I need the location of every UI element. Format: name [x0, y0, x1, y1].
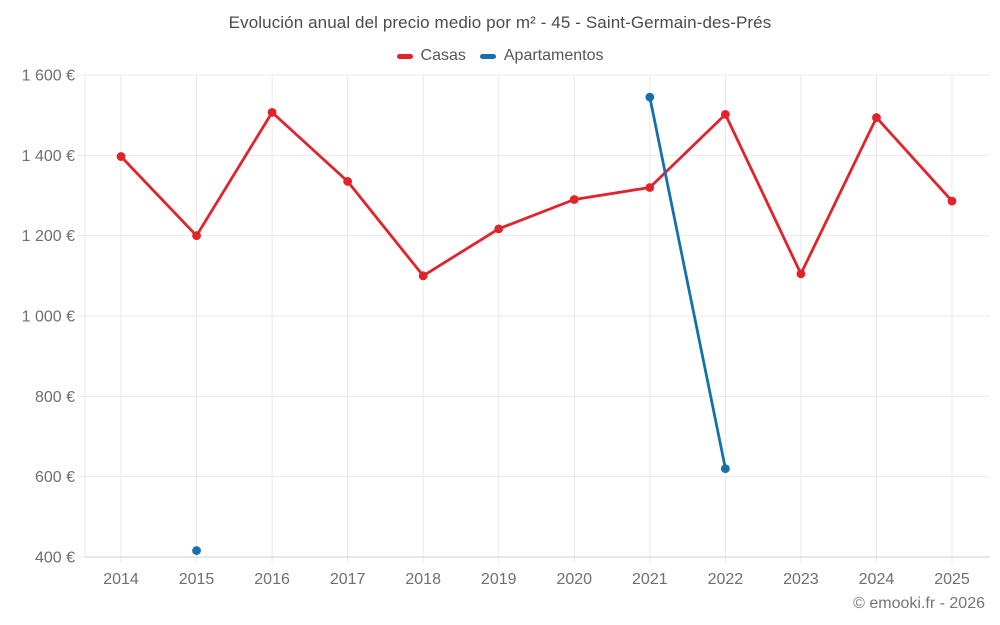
point-casas-2017[interactable]	[343, 177, 353, 186]
y-axis-tick-label: 600 €	[35, 469, 75, 486]
point-casas-2019[interactable]	[494, 224, 504, 234]
x-axis-tick-label: 2015	[179, 571, 215, 588]
series-line-casas	[119, 111, 954, 278]
point-casas-2020[interactable]	[569, 195, 579, 204]
chart-title: Evolución anual del precio medio por m² …	[228, 13, 772, 32]
x-axis-tick-label: 2025	[934, 571, 970, 588]
point-casas-2015[interactable]	[192, 231, 201, 241]
x-axis-tick-label: 2019	[481, 571, 517, 588]
x-axis-tick-label: 2024	[859, 571, 895, 588]
x-axis-tick-label: 2023	[783, 571, 819, 588]
point-casas-2014[interactable]	[116, 152, 126, 161]
chart-legend: Casas Apartamentos	[0, 47, 1000, 65]
x-axis-tick-label: 2016	[254, 571, 290, 588]
copyright-text: © emooki.fr - 2026	[853, 595, 985, 612]
y-axis-tick-label: 800 €	[35, 389, 75, 406]
point-casas-2018[interactable]	[418, 271, 428, 281]
legend-label-casas: Casas	[420, 47, 466, 64]
legend-swatch-casas-icon	[396, 53, 413, 59]
y-axis-tick-label: 1 000 €	[22, 309, 75, 326]
point-casas-2024[interactable]	[872, 113, 881, 122]
point-casas-2023[interactable]	[796, 269, 806, 279]
y-axis-tick-label: 1 600 €	[22, 68, 75, 85]
x-axis-tick-label: 2020	[556, 571, 592, 588]
point-casas-2016[interactable]	[267, 107, 277, 117]
y-axis-tick-label: 1 400 €	[22, 148, 75, 165]
x-axis-tick-label: 2014	[103, 571, 139, 588]
point-casas-2021[interactable]	[645, 183, 655, 192]
y-axis-tick-label: 400 €	[35, 550, 75, 567]
legend-item-casas[interactable]: Casas	[396, 47, 466, 65]
x-axis-tick-label: 2018	[405, 571, 441, 588]
point-casas-2025[interactable]	[947, 196, 957, 206]
x-axis-tick-label: 2022	[708, 571, 744, 588]
point-apartamentos-2015[interactable]	[192, 546, 201, 555]
legend-swatch-apartamentos-icon	[479, 53, 496, 59]
legend-label-apartamentos: Apartamentos	[503, 47, 604, 64]
y-axis-tick-label: 1 200 €	[22, 228, 75, 245]
x-axis-tick-label: 2017	[330, 571, 366, 588]
point-apartamentos-2021[interactable]	[645, 92, 655, 102]
x-axis-tick-label: 2021	[632, 571, 668, 588]
point-casas-2022[interactable]	[720, 109, 730, 119]
legend-item-apartamentos[interactable]: Apartamentos	[479, 47, 604, 65]
point-apartamentos-2022[interactable]	[720, 464, 730, 474]
series-line-apartamentos	[648, 95, 727, 470]
